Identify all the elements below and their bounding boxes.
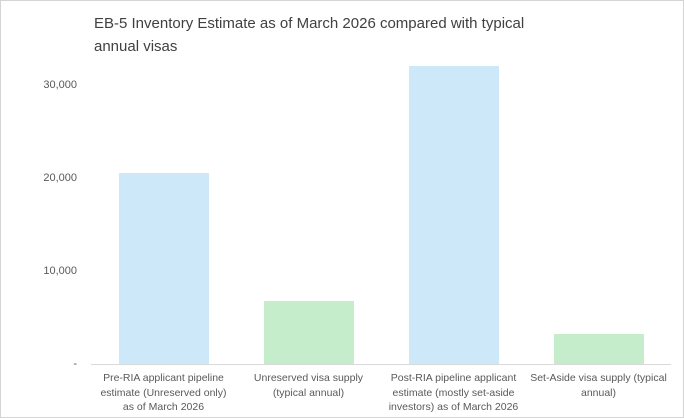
x-axis-category-label: Pre-RIA applicant pipeline estimate (Unr… (100, 372, 227, 413)
chart-title: EB-5 Inventory Estimate as of March 2026… (94, 15, 525, 55)
x-axis-category-label: Unreserved visa supply (typical annual) (253, 372, 364, 399)
y-axis-tick-label: 20,000 (43, 172, 77, 184)
bar (553, 334, 644, 364)
y-axis-tick-label: - (73, 358, 77, 370)
bar (118, 173, 209, 364)
x-axis-category-label: Post-RIA pipeline applicant estimate (mo… (388, 372, 519, 413)
x-axis-category-label: Set-Aside visa supply (typical annual) (530, 372, 667, 399)
bar (408, 66, 499, 364)
y-axis-tick-label: 30,000 (43, 79, 77, 91)
y-axis-tick-label: 10,000 (43, 265, 77, 277)
bar (263, 300, 354, 364)
x-axis-line (91, 364, 671, 365)
